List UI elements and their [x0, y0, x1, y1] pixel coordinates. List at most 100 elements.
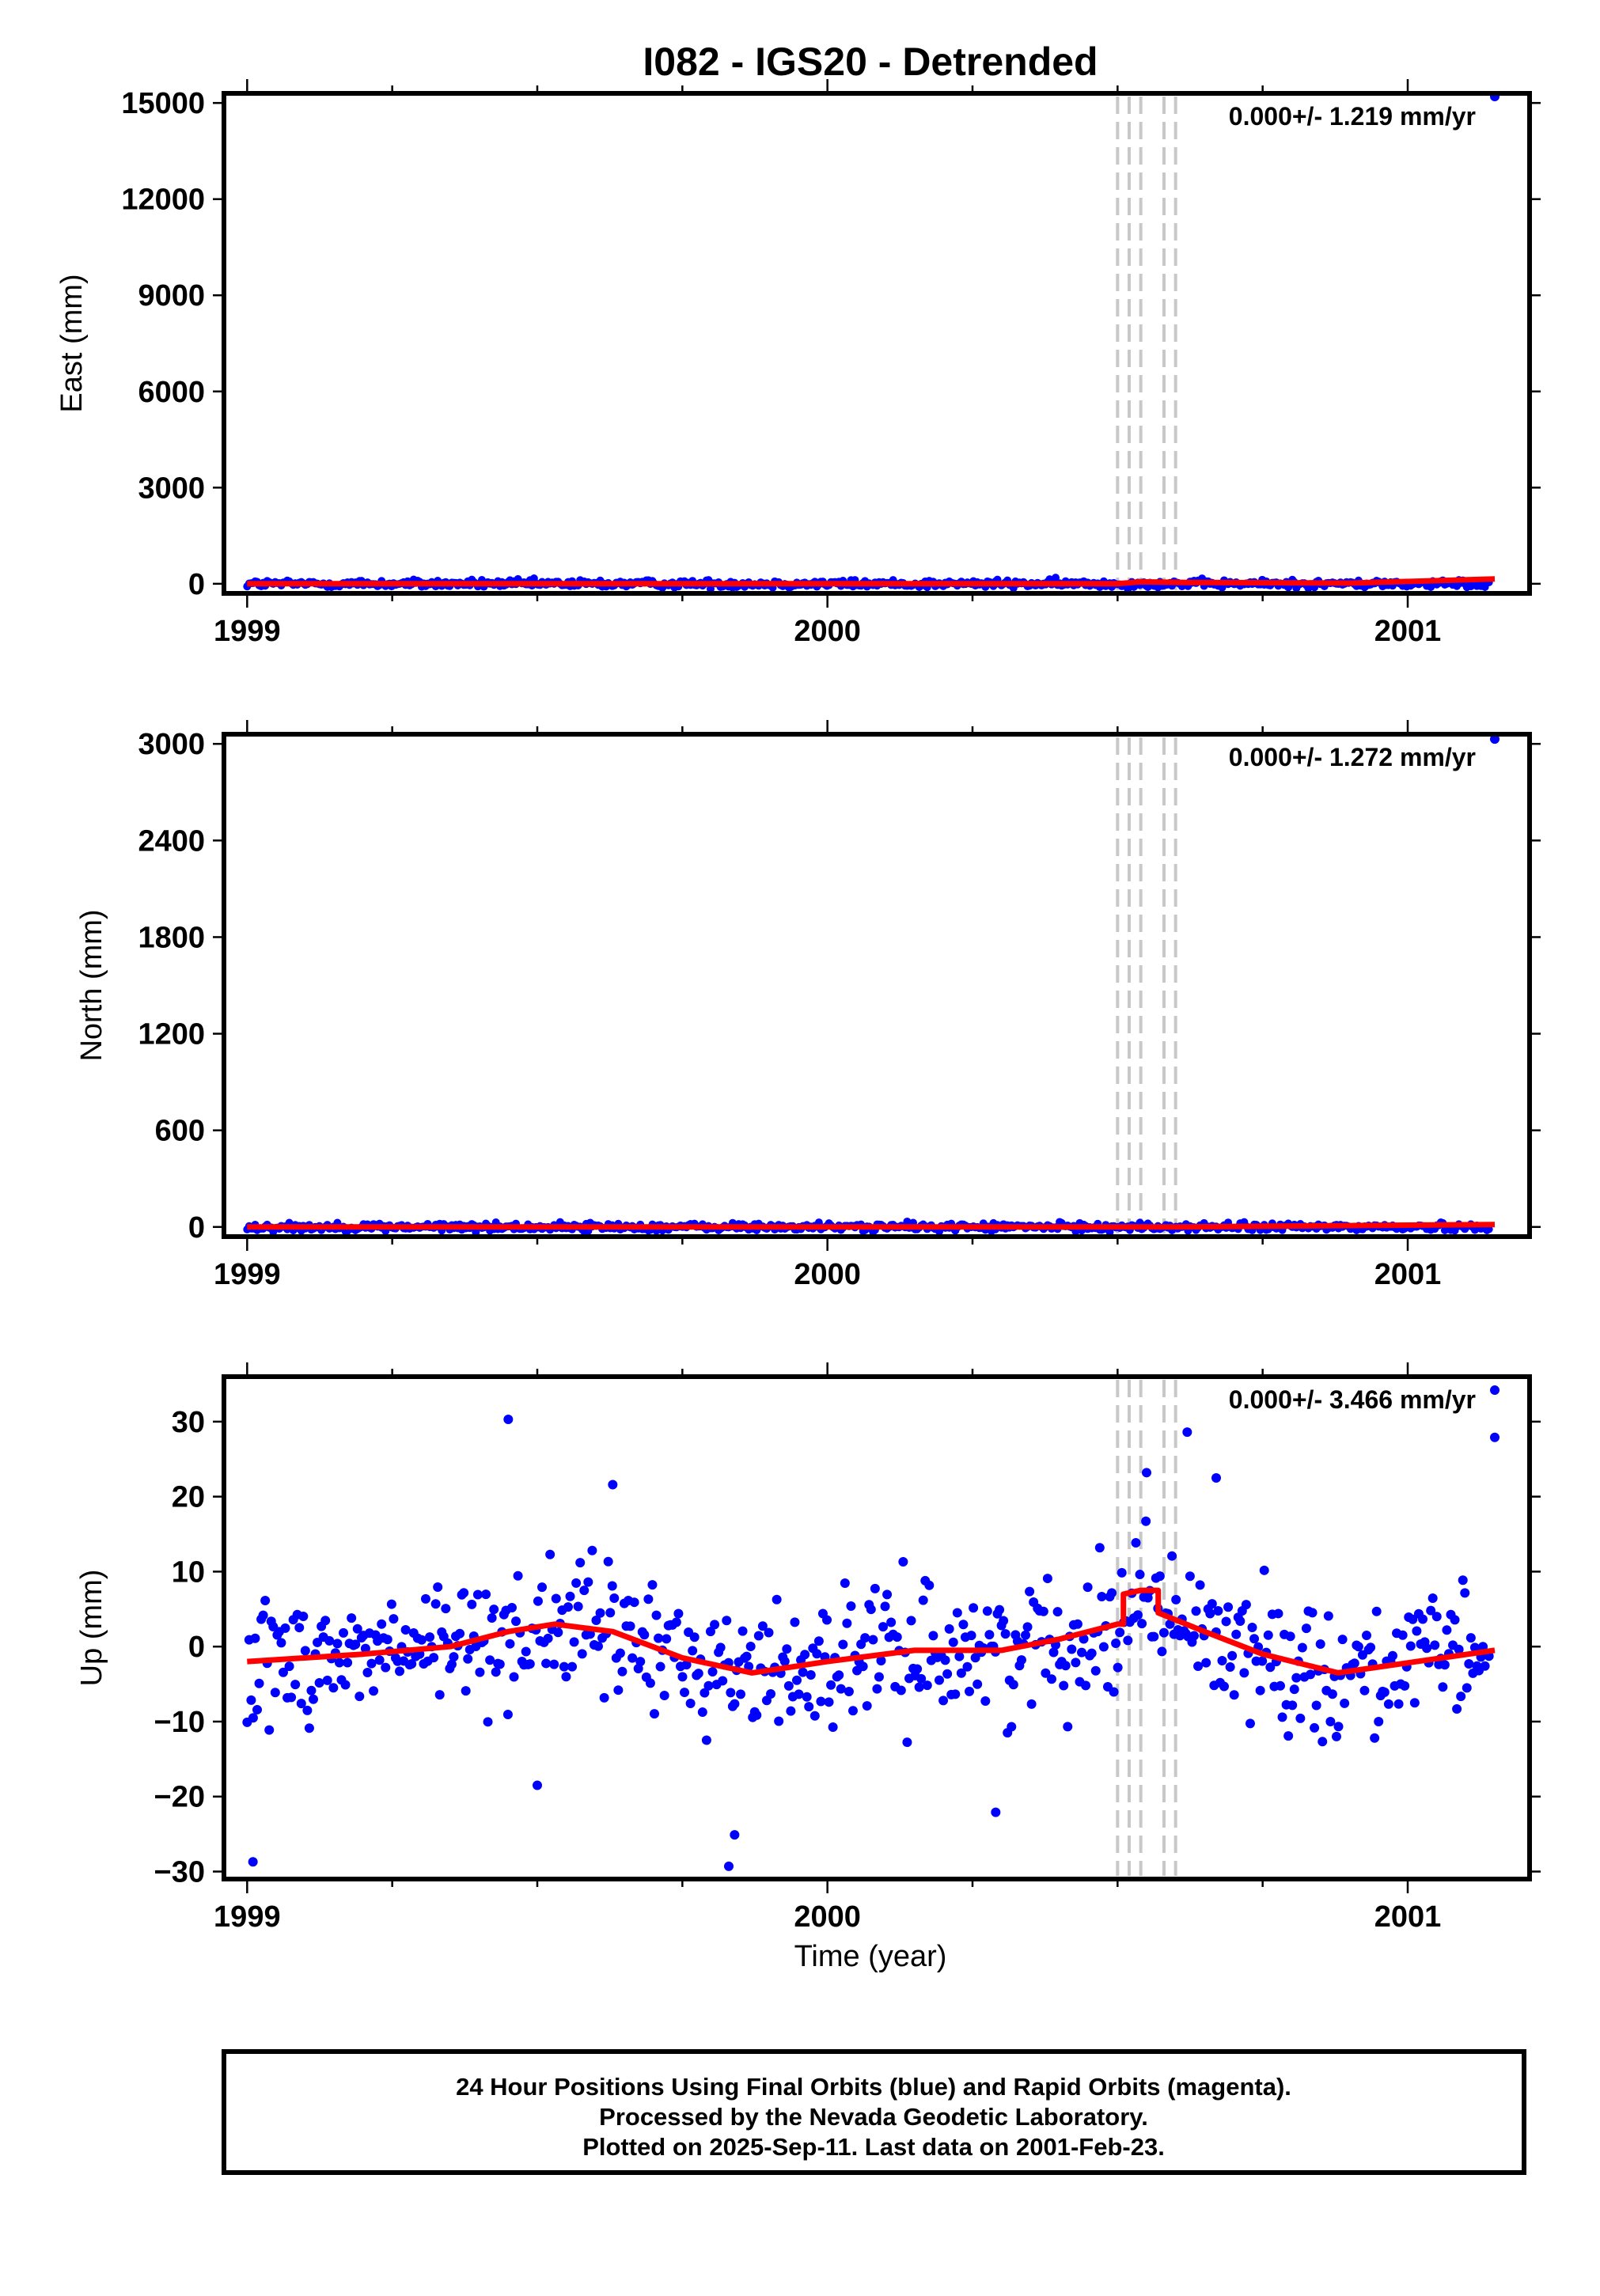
up-data-point: [896, 1685, 906, 1695]
up-data-point: [1430, 1640, 1440, 1650]
north-data-point: [903, 1217, 912, 1226]
up-data-point: [304, 1723, 314, 1733]
up-data-point: [382, 1635, 392, 1645]
up-data-point: [673, 1608, 684, 1619]
up-data-point: [1289, 1684, 1299, 1695]
up-data-point: [954, 1651, 965, 1661]
up-data-point: [340, 1680, 351, 1690]
up-data-point: [1412, 1626, 1422, 1636]
up-data-point: [707, 1667, 718, 1677]
up-data-point: [1285, 1631, 1295, 1642]
up-data-point: [705, 1627, 715, 1637]
up-data-point: [491, 1667, 501, 1677]
up-data-point: [1026, 1699, 1037, 1709]
up-data-point: [485, 1655, 495, 1665]
up-data-point: [1275, 1680, 1285, 1691]
up-data-point: [1143, 1593, 1153, 1603]
up-data-point: [924, 1580, 935, 1590]
up-data-point: [1059, 1680, 1069, 1691]
up-data-point: [446, 1659, 457, 1669]
chart-title: I082 - IGS20 - Detrended: [643, 40, 1098, 84]
up-data-point: [575, 1558, 586, 1568]
up-data-point: [970, 1653, 980, 1663]
east-y-axis-label: East (mm): [55, 274, 89, 412]
up-data-point: [505, 1639, 515, 1649]
up-data-point: [1379, 1687, 1390, 1697]
up-data-point: [1241, 1600, 1251, 1610]
up-data-point: [389, 1614, 399, 1624]
up-data-point: [258, 1610, 268, 1620]
up-data-point: [483, 1717, 493, 1727]
up-data-point: [1025, 1586, 1035, 1597]
up-data-point: [782, 1644, 792, 1654]
up-data-point: [1046, 1674, 1056, 1684]
up-data-point: [603, 1556, 613, 1567]
up-data-point: [467, 1599, 477, 1609]
up-data-point: [334, 1658, 344, 1668]
up-data-point: [847, 1706, 858, 1716]
up-data-point: [1207, 1599, 1217, 1609]
up-data-point: [459, 1588, 469, 1598]
up-data-point: [1353, 1642, 1363, 1652]
up-data-point: [569, 1637, 579, 1647]
up-data-point: [722, 1616, 732, 1626]
up-data-point: [700, 1688, 710, 1698]
up-data-point: [563, 1602, 573, 1612]
up-data-point: [928, 1631, 938, 1641]
up-data-point: [1397, 1630, 1408, 1640]
up-data-point: [870, 1583, 880, 1593]
up-data-point: [1454, 1644, 1464, 1654]
up-data-point: [1063, 1722, 1073, 1732]
up-data-point: [1370, 1733, 1380, 1743]
up-data-point: [386, 1599, 396, 1609]
up-data-point: [982, 1606, 992, 1616]
up-data-point: [627, 1653, 638, 1663]
up-data-point: [1113, 1662, 1123, 1673]
up-data-point: [1041, 1668, 1051, 1678]
up-data-point: [703, 1680, 714, 1691]
up-data-point: [1221, 1616, 1231, 1627]
up-data-point: [1277, 1712, 1287, 1722]
north-ytick-label: 1800: [138, 921, 205, 954]
up-data-point: [1060, 1661, 1071, 1671]
up-data-point: [553, 1627, 563, 1638]
up-data-point: [264, 1725, 275, 1735]
up-data-point: [1438, 1682, 1448, 1692]
up-data-point: [1283, 1731, 1294, 1741]
up-data-point: [1090, 1665, 1101, 1676]
up-data-point: [487, 1612, 497, 1623]
up-data-point: [573, 1601, 583, 1612]
up-data-point: [1016, 1655, 1026, 1665]
east-xtick-label: 2000: [794, 615, 861, 648]
up-data-point: [944, 1623, 954, 1634]
up-data-point: [260, 1595, 271, 1605]
up-data-point: [1333, 1722, 1344, 1732]
up-data-point: [1247, 1623, 1257, 1633]
up-data-point: [1408, 1614, 1418, 1624]
up-data-point: [1008, 1680, 1018, 1690]
up-model-line: [247, 1587, 1496, 1676]
up-data-point: [1310, 1722, 1320, 1733]
up-data-point: [1318, 1737, 1328, 1747]
up-data-point: [1097, 1591, 1107, 1601]
up-data-point: [629, 1597, 639, 1608]
up-xtick-label: 2000: [794, 1900, 861, 1934]
up-data-point: [369, 1686, 379, 1696]
up-data-point: [1393, 1699, 1404, 1709]
up-data-point: [1171, 1594, 1181, 1605]
up-data-point: [1229, 1690, 1239, 1700]
up-data-point: [952, 1608, 962, 1618]
up-data-point: [965, 1686, 975, 1696]
up-data-point: [1038, 1606, 1048, 1616]
north-xtick-label: 2001: [1374, 1258, 1442, 1291]
up-data-point: [1400, 1680, 1410, 1691]
up-data-point: [858, 1661, 868, 1672]
north-frame: [222, 732, 1532, 1239]
up-data-point: [1195, 1580, 1205, 1590]
up-data-point: [502, 1709, 513, 1719]
up-data-point: [541, 1658, 552, 1669]
up-data-point: [360, 1643, 370, 1654]
up-xtick-label: 1999: [214, 1900, 281, 1934]
up-data-point: [583, 1577, 593, 1587]
